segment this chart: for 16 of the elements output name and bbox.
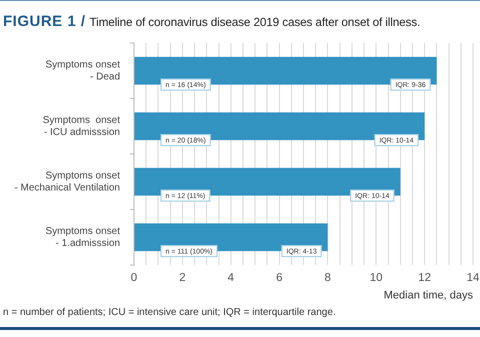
x-tick-label: 0 <box>130 272 138 284</box>
x-tick-label: 10 <box>370 272 383 284</box>
x-tick-label: 8 <box>324 272 331 284</box>
y-tick-label: Symptoms onset - Mechanical Ventilation <box>14 170 120 194</box>
x-tick-label: 6 <box>276 272 282 284</box>
x-axis-title: Median time, days <box>384 289 474 302</box>
x-tick-label: 14 <box>466 272 480 284</box>
y-tick-label: Symptoms onset - 1.admisssion <box>46 226 120 249</box>
y-tick-label: Symptoms onset - Dead <box>46 60 120 82</box>
chart-subtitle: Timeline of coronavirus disease 2019 cases after onset of illness. <box>90 15 420 29</box>
text: n = number of patients; ICU = intensive care unit; IQR = interquartile range. <box>3 307 336 319</box>
x-tick-label: 2 <box>179 272 186 284</box>
chart-title: FIGURE 1 / <box>3 13 86 30</box>
x-tick-label: 12 <box>418 272 431 284</box>
y-tick-label: Symptoms onset - ICU admisssion <box>42 115 120 138</box>
x-tick-label: 4 <box>228 272 235 284</box>
